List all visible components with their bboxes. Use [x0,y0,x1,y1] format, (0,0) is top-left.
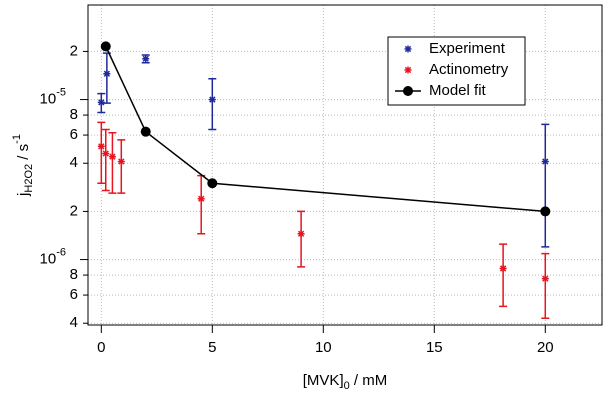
asterisk-stroke [109,153,116,160]
point [208,96,216,104]
y-tick-label: 10-6 [40,246,66,267]
y-tick-label: 2 [70,42,78,59]
x-label-rest: / mM [350,372,388,389]
y-tick-label: 6 [70,286,78,303]
point [108,153,116,161]
y-label-sup: -1 [11,134,23,144]
x-label-sub: 0 [344,380,350,392]
asterisk-stroke [297,230,305,237]
y-tick-label-text: 8 [70,266,78,283]
y-label-sub: H2O2 [23,164,35,193]
point [100,41,111,52]
y-tick-label: 10-5 [40,86,66,107]
error-bar [102,52,111,104]
y-label-main: j [15,193,32,197]
point [541,158,549,166]
error-bar [101,128,110,192]
y-tick-label-text: 6 [70,286,78,303]
point [541,275,549,283]
y-tick-label-text: 2 [70,202,78,219]
point [297,230,305,238]
y-tick-label-text: 2 [70,42,78,59]
error-bar [499,243,508,308]
y-tick-label: 8 [70,266,78,283]
y-tick-label: 4 [70,154,78,171]
point [140,126,151,137]
asterisk-stroke [198,195,205,202]
error-bar [208,77,217,131]
y-tick-label-sup: -6 [56,246,66,258]
y-tick-label-text: 6 [70,126,78,143]
asterisk-stroke [499,265,507,272]
asterisk-stroke [118,158,125,165]
error-bar [117,139,126,194]
x-tick-label: 15 [426,339,443,356]
y-tick-label-sup: -5 [56,86,66,98]
legend-label: Experiment [429,40,506,57]
error-bar [97,121,106,184]
point [499,264,507,272]
asterisk-stroke [542,158,549,165]
point [102,150,110,158]
asterisk-stroke [142,55,149,62]
point [207,178,218,189]
point [117,158,125,166]
asterisk-stroke [209,96,216,103]
y-tick-label: 6 [70,126,78,143]
x-label-main: [MVK] [303,372,344,389]
asterisk-stroke [404,45,412,53]
x-tick-label: 0 [97,339,105,356]
legend-label: Model fit [429,82,487,99]
y-tick-label-text: 10 [40,91,57,108]
error-bar [197,174,206,235]
x-axis-label: [MVK]0 / mM [303,372,387,392]
point [404,66,412,74]
y-label-rest: / s [15,144,32,164]
asterisk-stroke [98,99,105,106]
legend-marker [403,86,413,96]
asterisk-stroke [103,70,111,77]
error-bar [108,132,117,194]
point [197,195,205,203]
x-tick-label: 5 [208,339,216,356]
asterisk-stroke [102,150,109,157]
error-bar [541,252,550,319]
asterisk-stroke [98,143,105,150]
y-tick-label-text: 4 [70,154,78,171]
y-tick-label: 4 [70,314,78,331]
error-bar [297,210,306,268]
point [540,206,551,217]
asterisk-stroke [404,66,412,74]
y-tick-label-text: 10 [40,251,57,268]
x-tick-label: 10 [315,339,332,356]
point [103,70,111,78]
y-axis-label: jH2O2 / s-1 [11,134,35,197]
point [142,55,150,63]
x-tick-label: 20 [537,339,554,356]
point [404,45,412,53]
y-tick-label-text: 8 [70,106,78,123]
legend-label: Actinometry [429,61,509,78]
plot-frame [87,4,603,326]
y-tick-label: 8 [70,106,78,123]
y-tick-label-text: 4 [70,314,78,331]
fit-line [105,46,546,213]
error-bar [541,123,550,248]
y-tick-label: 2 [70,202,78,219]
asterisk-stroke [542,275,549,282]
point [97,142,105,150]
